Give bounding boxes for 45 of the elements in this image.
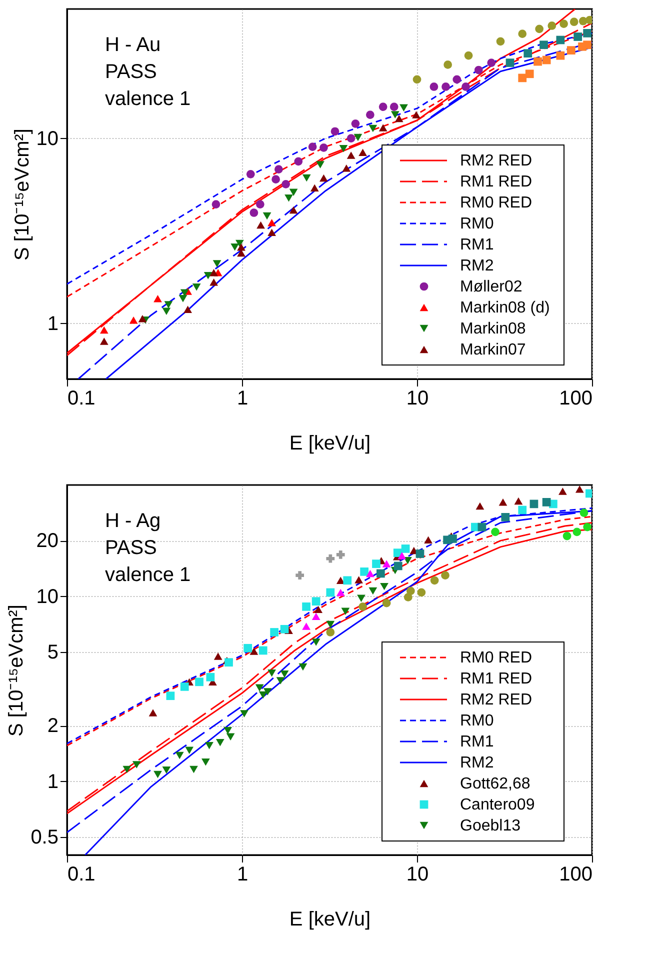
- y-tick-label: 10: [36, 586, 58, 608]
- legend-label: RM1: [460, 734, 494, 750]
- x-tick-label: 10: [406, 864, 429, 886]
- y-axis-title: S [10⁻¹⁵eVcm²]: [6, 604, 28, 736]
- legend-label: RM0 RED: [460, 650, 532, 666]
- annotation: PASS: [105, 61, 157, 83]
- legend-label: RM1 RED: [460, 174, 532, 190]
- x-tick-label: 0.1: [68, 864, 96, 886]
- legend-label: Gott62,68: [460, 776, 530, 792]
- y-tick-label: 0.5: [30, 826, 58, 849]
- annotation: H - Ag: [105, 510, 161, 532]
- x-tick-label: 100: [559, 864, 592, 886]
- legend-label: Markin07: [460, 342, 526, 358]
- y-tick-label: 1: [47, 770, 58, 793]
- y-tick-label: 1: [47, 312, 58, 335]
- legend-label: Markin08: [460, 320, 526, 338]
- x-tick-label: 100: [559, 388, 592, 410]
- legend-label: RM1 RED: [460, 670, 532, 688]
- x-tick-label: 10: [406, 388, 429, 410]
- x-tick-label: 1: [236, 864, 248, 886]
- y-tick-label: 2: [47, 715, 58, 738]
- legend-label: Markin08 (d): [460, 300, 550, 316]
- legend-label: RM0 RED: [460, 194, 532, 212]
- legend-label: RM0: [460, 216, 494, 232]
- y-tick-label: 10: [36, 128, 58, 150]
- legend-label: RM2 RED: [460, 152, 532, 170]
- x-axis-title: E [keV/u]: [289, 432, 371, 454]
- annotation: H - Au: [105, 34, 161, 56]
- annotation: valence 1: [105, 88, 191, 110]
- legend-label: Cantero09: [460, 796, 535, 814]
- legend-label: RM0: [460, 712, 494, 730]
- x-tick-label: 0.1: [68, 388, 96, 410]
- legend-label: RM2: [460, 754, 494, 772]
- y-tick-label: 5: [47, 642, 58, 664]
- annotation: PASS: [105, 537, 157, 559]
- y-axis-title: S [10⁻¹⁵eVcm²]: [11, 128, 34, 260]
- annotation: valence 1: [105, 564, 191, 586]
- y-tick-label: 20: [36, 530, 58, 552]
- legend-label: Goebl13: [460, 818, 521, 834]
- x-tick-label: 1: [236, 388, 248, 410]
- legend-label: RM2: [460, 258, 494, 274]
- x-axis-title: E [keV/u]: [289, 908, 371, 930]
- legend-label: Møller02: [460, 278, 522, 296]
- legend-label: RM2 RED: [460, 692, 532, 708]
- legend-label: RM1: [460, 236, 494, 254]
